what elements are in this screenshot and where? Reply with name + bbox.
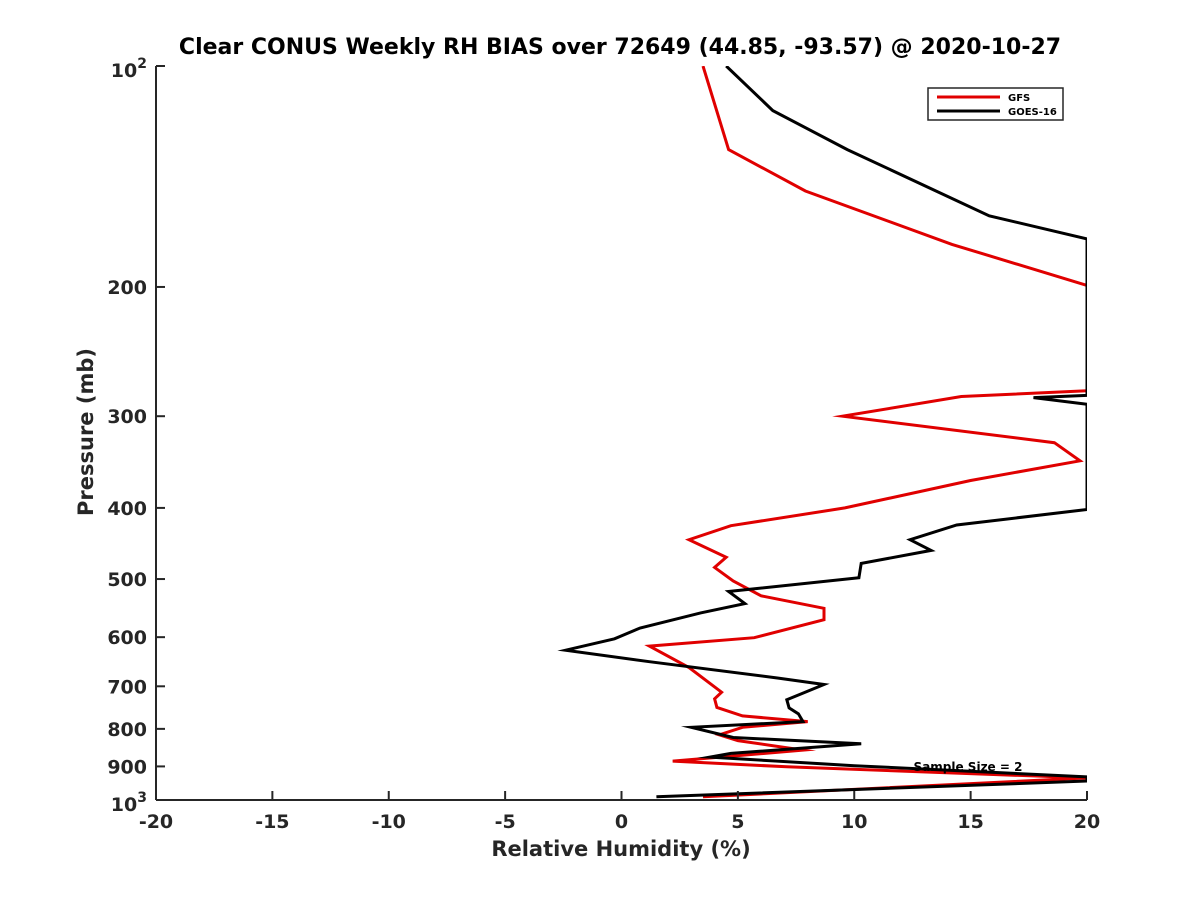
y-tick-label: 600: [107, 627, 147, 649]
legend-label: GOES-16: [1008, 107, 1057, 118]
x-tick-label: -10: [372, 811, 406, 833]
x-tick-label: 20: [1074, 811, 1100, 833]
chart-title: Clear CONUS Weekly RH BIAS over 72649 (4…: [179, 35, 1061, 60]
series-layer: [557, 66, 1087, 799]
series-line-goes-16: [557, 66, 1087, 799]
y-tick-label: 500: [107, 569, 147, 591]
x-axis-title: Relative Humidity (%): [491, 837, 750, 861]
legend: GFS GOES-16: [927, 87, 1064, 121]
x-tick-label: 5: [731, 811, 744, 833]
y-tick-label: 400: [107, 498, 147, 520]
x-tick-label: -5: [495, 811, 516, 833]
x-tick-label: 10: [841, 811, 867, 833]
legend-box: [927, 87, 1064, 121]
y-end-label-exponent: 2: [137, 56, 147, 72]
y-axis-title: Pressure (mb): [74, 348, 98, 516]
sample-size-annotation: Sample Size = 2: [914, 760, 1023, 774]
y-end-label-base: 10: [111, 60, 137, 82]
y-end-label-bottom: 103: [111, 790, 147, 816]
x-tick-label: -15: [255, 811, 289, 833]
y-tick-label: 300: [107, 406, 147, 428]
y-tick-label: 900: [107, 756, 147, 778]
x-tick-label: -20: [139, 811, 173, 833]
y-tick-label: 200: [107, 277, 147, 299]
x-tick-label: 15: [957, 811, 983, 833]
legend-label: GFS: [1008, 93, 1030, 104]
axes-layer: -20 -15 -10 -5 0 5 10 15 20 200 300 400 500 600 700 800…: [107, 56, 1100, 833]
y-tick-label: 700: [107, 676, 147, 698]
y-end-label-base: 10: [111, 794, 137, 816]
y-end-label-top: 102: [111, 56, 147, 82]
y-end-label-exponent: 3: [137, 790, 147, 806]
y-tick-label: 800: [107, 719, 147, 741]
x-tick-label: 0: [615, 811, 628, 833]
